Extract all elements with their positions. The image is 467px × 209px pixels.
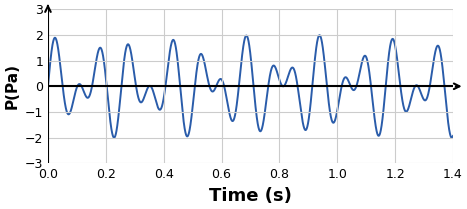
X-axis label: Time (s): Time (s)	[209, 187, 292, 205]
Y-axis label: P(Pa): P(Pa)	[4, 63, 19, 109]
